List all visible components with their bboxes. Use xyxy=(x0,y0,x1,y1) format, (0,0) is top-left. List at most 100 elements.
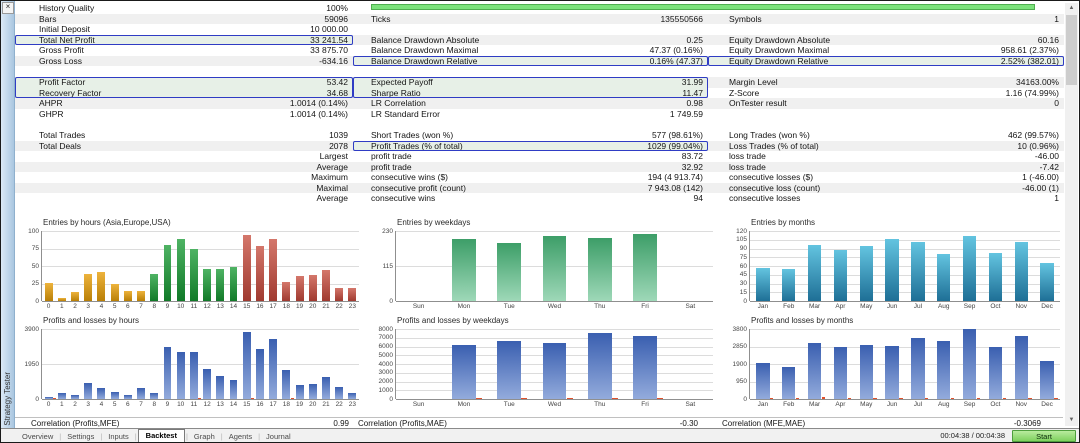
tab-overview[interactable]: Overview xyxy=(22,432,54,441)
stat-value: 0.16% (47.37) xyxy=(649,55,703,66)
stat-label: Total Deals xyxy=(39,140,82,151)
y-tick-label: 950 xyxy=(736,378,747,385)
x-tick-label: 21 xyxy=(322,401,330,408)
gridline xyxy=(396,301,713,302)
stat-label: AHPR xyxy=(39,98,63,109)
tab-agents[interactable]: Agents xyxy=(228,432,253,441)
bar-5 xyxy=(110,391,119,399)
tab-separator: | xyxy=(100,432,103,441)
bar-Wed xyxy=(542,343,567,399)
bar-3 xyxy=(84,382,93,399)
stat-row: Gross Profit 33 875.70 xyxy=(15,45,353,56)
loss-bar-11 xyxy=(198,397,202,399)
bar-Apr xyxy=(833,249,848,301)
bar-13 xyxy=(216,376,225,399)
bar-Feb xyxy=(782,366,796,399)
x-tick-label: Sep xyxy=(963,401,976,408)
stat-row: consecutive wins ($) 194 (4 913.74) xyxy=(353,172,708,183)
close-icon[interactable]: × xyxy=(2,2,14,14)
gridline xyxy=(42,231,359,232)
tab-inputs[interactable]: Inputs xyxy=(108,432,129,441)
tab-settings[interactable]: Settings xyxy=(67,432,95,441)
chart-profits-losses-by-months: Profits and losses by months 0 950 1900 2850… xyxy=(723,316,1064,412)
x-tick-label: 17 xyxy=(269,401,277,408)
stats-group: Symbols 1 Equity Drawdown Absolute 60.16 Equ… xyxy=(708,3,1064,66)
loss-bar-Aug xyxy=(950,397,955,399)
loss-bar-Wed xyxy=(566,397,573,399)
stat-row: Z-Score 1.16 (74.99%) xyxy=(708,88,1064,99)
stat-label: Symbols xyxy=(729,13,762,24)
scrollbar-thumb[interactable] xyxy=(1066,15,1077,85)
bar-3 xyxy=(84,274,93,301)
x-tick-label: 1 xyxy=(59,303,64,310)
stat-value: Average xyxy=(316,161,348,172)
stat-label: consecutive wins ($) xyxy=(371,172,449,183)
x-tick-label: 19 xyxy=(295,401,304,408)
gridline xyxy=(42,364,359,365)
scroll-up-icon[interactable]: ▲ xyxy=(1068,5,1075,11)
loss-bar-18 xyxy=(290,397,294,399)
stat-row: Balance Drawdown Maximal 47.37 (0.16%) xyxy=(353,45,708,56)
bar-9 xyxy=(163,346,172,399)
stat-label: consecutive wins xyxy=(371,193,436,204)
stat-row: Total Deals 2078 xyxy=(15,140,353,151)
stat-row xyxy=(708,109,1064,120)
gridline xyxy=(750,283,1060,285)
bar-12 xyxy=(203,368,212,399)
loss-bar-15 xyxy=(251,397,255,399)
bar-22 xyxy=(335,386,344,399)
profits-losses-by-weekdays-plot: 0 1000 2000 3000 4000 5000 6000 7000 8000 Sun Mon T… xyxy=(379,326,713,408)
bar-11 xyxy=(189,248,198,301)
y-tick-label: 2000 xyxy=(378,378,393,385)
stat-row: Expected Payoff 31.99 xyxy=(353,77,708,88)
vertical-scrollbar[interactable]: ▲ ▼ xyxy=(1065,3,1078,426)
stat-value: 1 (-46.00) xyxy=(1022,172,1059,183)
stat-row: LR Correlation 0.98 xyxy=(353,98,708,109)
bar-Nov xyxy=(1014,242,1028,301)
gridline xyxy=(750,292,1060,294)
x-tick-label: Thu xyxy=(594,401,606,408)
stat-value: 1 xyxy=(1054,193,1059,204)
x-tick-label: 13 xyxy=(216,303,224,310)
loss-bar-Nov xyxy=(1028,397,1032,399)
x-tick-label: 13 xyxy=(216,401,224,408)
correlation-cell: Correlation (Profits,MFE) 0.99 xyxy=(31,419,349,428)
bar-12 xyxy=(203,268,212,301)
x-tick-label: Jan xyxy=(757,303,769,310)
bar-14 xyxy=(229,266,238,301)
x-tick-label: 7 xyxy=(139,303,143,310)
stat-value: 2078 xyxy=(329,140,348,151)
tab-journal[interactable]: Journal xyxy=(266,432,291,441)
stat-label: Initial Deposit xyxy=(39,24,91,35)
stat-label: LR Standard Error xyxy=(371,108,440,119)
x-tick-label: Tue xyxy=(503,401,515,408)
gridline xyxy=(42,301,359,302)
stat-label: Expected Payoff xyxy=(371,77,433,88)
gridline xyxy=(42,399,359,400)
bar-Thu xyxy=(588,332,612,399)
stat-label: Profit Trades (% of total) xyxy=(371,140,463,151)
stat-label: Balance Drawdown Absolute xyxy=(371,34,480,45)
report-statistics-table: History Quality 100% Bars 59096 Initial Depo… xyxy=(15,3,1064,204)
stat-value: Maximal xyxy=(316,182,348,193)
stat-row: Bars 59096 xyxy=(15,13,353,24)
stat-label: Total Net Profit xyxy=(39,34,95,45)
stat-label: consecutive losses xyxy=(729,193,801,204)
tab-backtest[interactable]: Backtest xyxy=(137,428,185,442)
start-button[interactable]: Start xyxy=(1012,430,1076,442)
stat-value: 11.47 xyxy=(682,87,703,98)
stat-row: Average xyxy=(15,193,353,204)
stat-value: Maximum xyxy=(311,172,348,183)
stat-label: Z-Score xyxy=(729,87,760,98)
x-tick-label: 15 xyxy=(243,401,251,408)
bar-Feb xyxy=(782,268,796,301)
bar-1 xyxy=(57,298,66,301)
bar-8 xyxy=(150,274,159,301)
entries-by-months-plot: 0 15 30 45 60 75 90 105 120 Jan Feb Mar Apr May Jun Jul… xyxy=(736,228,1060,310)
gridline xyxy=(750,381,1060,383)
x-tick-label: 11 xyxy=(190,303,198,310)
tab-graph[interactable]: Graph xyxy=(193,432,215,441)
bar-17 xyxy=(269,338,278,399)
stat-row: Total Net Profit 33 241.54 xyxy=(15,34,353,45)
scroll-down-icon[interactable]: ▼ xyxy=(1068,417,1075,423)
